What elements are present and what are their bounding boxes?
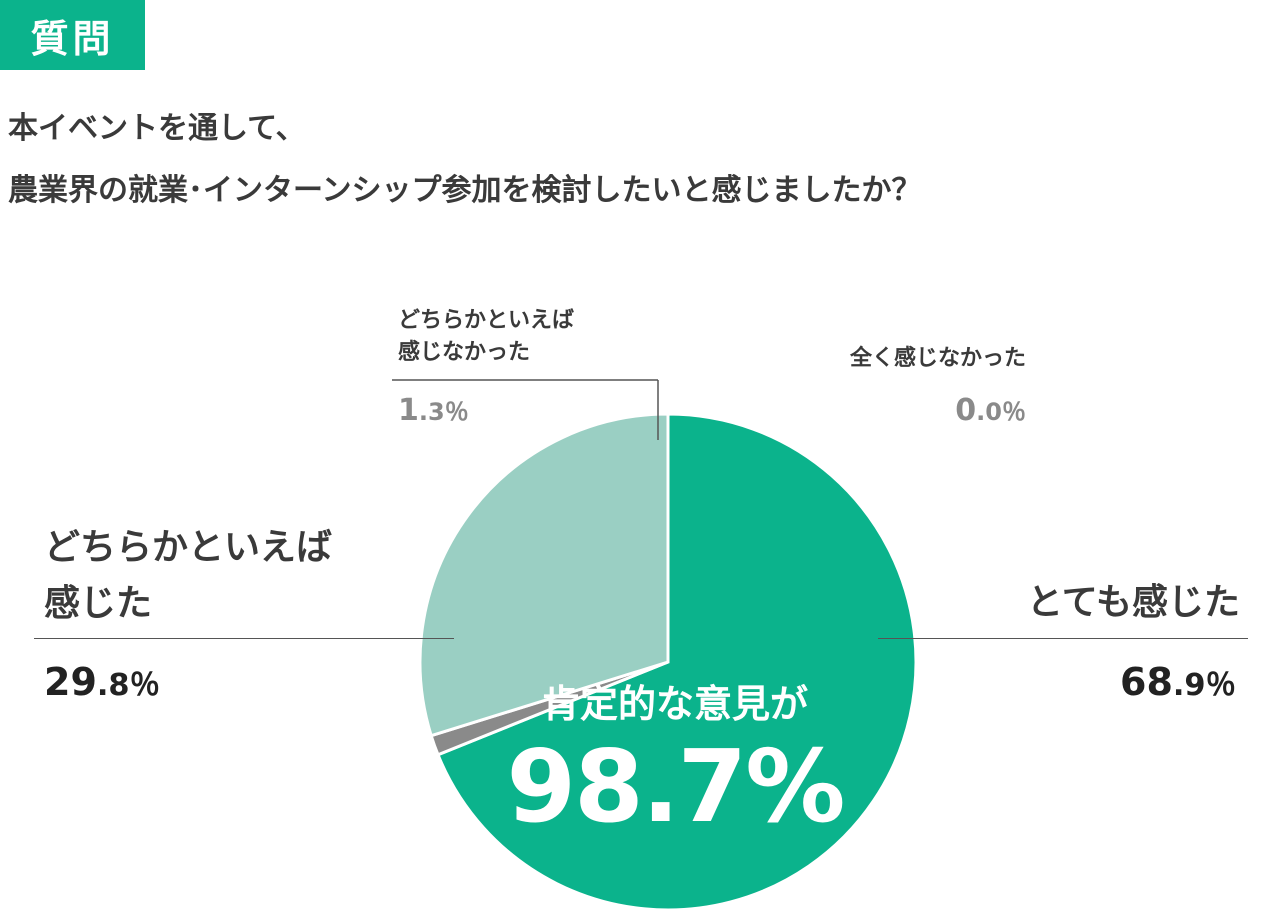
value-somewhat-dec: .8 <box>96 668 130 703</box>
center-caption: 肯定的な意見が <box>541 682 808 726</box>
center-highlight: 肯定的な意見が 98.7% <box>470 676 880 842</box>
question-text: 本イベントを通して、 農業界の就業･インターンシップ参加を検討したいと感じました… <box>8 98 922 222</box>
question-line-2: 農業界の就業･インターンシップ参加を検討したいと感じましたか？ <box>8 173 922 208</box>
rule-somewhat <box>34 638 454 639</box>
value-very: 68.9％ <box>1120 660 1236 704</box>
pie-slice-somewhat <box>418 412 670 738</box>
value-not-at-all-dec: .0 <box>976 398 1002 426</box>
value-not-at-all-int: 0 <box>955 393 977 428</box>
label-somewhat-not-line2: 感じなかった <box>398 340 531 365</box>
value-very-dec: .9 <box>1172 668 1206 703</box>
question-line-1: 本イベントを通して、 <box>8 111 306 146</box>
value-somewhat-not-int: 1 <box>398 393 419 428</box>
label-very: とても感じた <box>1026 582 1240 623</box>
value-very-unit: ％ <box>1205 668 1236 703</box>
rule-very <box>878 638 1248 639</box>
label-somewhat: どちらかといえば 感じた <box>44 520 332 632</box>
label-not-at-all: 全く感じなかった <box>849 346 1026 371</box>
value-somewhat: 29.8％ <box>44 660 160 704</box>
label-somewhat-not-line1: どちらかといえば <box>398 308 575 333</box>
value-very-int: 68 <box>1120 660 1173 704</box>
label-somewhat-line1: どちらかといえば <box>44 527 333 568</box>
value-somewhat-not-unit: ％ <box>444 398 469 426</box>
value-not-at-all-unit: ％ <box>1002 398 1026 426</box>
label-somewhat-line2: 感じた <box>44 583 153 624</box>
value-not-at-all: 0.0％ <box>955 392 1026 428</box>
pie-slice-very <box>436 412 918 912</box>
center-value: 98.7% <box>506 728 846 845</box>
value-somewhat-int: 29 <box>44 660 97 704</box>
question-tag: 質問 <box>0 0 145 70</box>
value-somewhat-unit: ％ <box>129 668 160 703</box>
value-somewhat-not: 1.3％ <box>398 392 469 428</box>
value-somewhat-not-dec: .3 <box>418 398 445 426</box>
label-somewhat-not: どちらかといえば 感じなかった <box>398 305 574 369</box>
